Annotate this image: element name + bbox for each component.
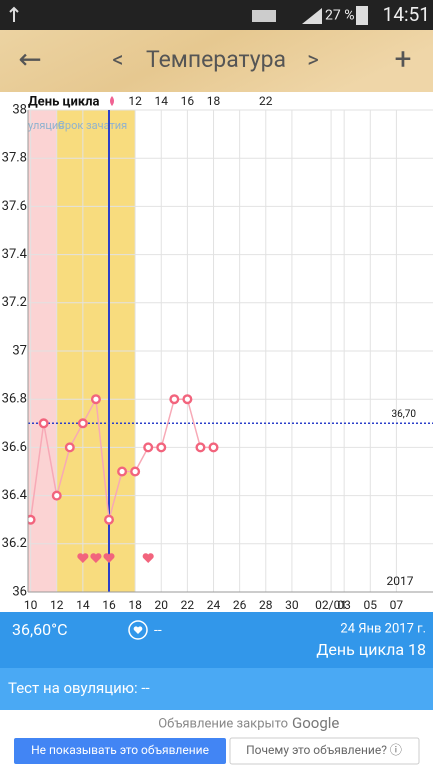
x-tick-label: 26: [233, 598, 247, 612]
y-tick-label: 36.2: [2, 536, 27, 551]
temperature-point: [130, 466, 141, 477]
y-tick-label: 37.4: [2, 247, 28, 262]
axes: 36 36.2 36.4 36.6 36.8 37 37.2 37.4 37.6 37.8 38 10…: [2, 94, 433, 612]
x-tick-label: 10: [24, 598, 38, 612]
temperature-point: [143, 442, 154, 453]
temperature-point: [156, 442, 167, 453]
back-button[interactable]: ←: [18, 42, 41, 75]
temperature-point: [117, 466, 128, 477]
temperature-point: [64, 442, 75, 453]
temperature-point: [28, 514, 36, 525]
heart: [90, 553, 102, 563]
y-tick-label: 37: [12, 343, 27, 358]
cycle-day-tick: 22: [259, 94, 273, 108]
prev-button[interactable]: <: [112, 48, 123, 73]
why-ad-button[interactable]: [229, 737, 420, 765]
status-bar: [0, 0, 433, 30]
x-tick-label: 24: [207, 598, 221, 612]
y-tick-label: 37.8: [2, 151, 27, 166]
y-tick-label: 36.8: [2, 392, 27, 407]
x-tick-label: 07: [390, 598, 404, 612]
x-tick-label: 30: [285, 598, 299, 612]
x-tick-label: 22: [181, 598, 195, 612]
ovulation-test-bar[interactable]: [0, 668, 433, 710]
ad-closed: Объявление закрыто: [158, 716, 288, 731]
top-axis-label: День цикла: [28, 94, 100, 109]
x-tick-label: 28: [259, 598, 273, 612]
reference-label: 36,70: [392, 409, 417, 420]
temperature-point: [38, 418, 49, 429]
y-tick-label: 36: [12, 584, 27, 599]
x-tick-label: 16: [102, 598, 116, 612]
hide-ad-label: Не показывать это объявление: [31, 743, 209, 757]
fertile-label: Срок зачатия: [58, 119, 127, 132]
usb-icon: [9, 6, 19, 22]
heart: [103, 553, 115, 563]
header: [0, 30, 433, 92]
cycle-day-tick: 14: [155, 94, 169, 108]
heart: [142, 553, 154, 563]
x-tick-label: 20: [155, 598, 169, 612]
temperature-point: [182, 394, 193, 405]
header-title: Температура: [146, 46, 286, 73]
next-button[interactable]: >: [307, 48, 319, 73]
cycle-day-tick: 16: [181, 94, 195, 108]
ad-brand: Google: [292, 714, 339, 732]
heart-button[interactable]: [128, 620, 148, 640]
y-tick-label: 38: [12, 102, 27, 117]
y-tick-label: 36.4: [2, 488, 28, 503]
y-tick-label: 37.2: [2, 295, 27, 310]
summary-bar: [0, 612, 433, 668]
x-tick-label: 18: [128, 598, 142, 612]
heart-icon: [133, 626, 143, 634]
note: --: [154, 623, 162, 639]
battery-icon: [356, 6, 368, 25]
x-tick-label: 14: [76, 598, 90, 612]
cycle-day-tick: 18: [207, 94, 221, 108]
x-tick-label: 12: [50, 598, 64, 612]
temperature-point: [169, 394, 180, 405]
why-ad-label: Почему это объявление? ⓘ: [246, 743, 402, 757]
temperature-point: [51, 490, 62, 501]
period-label: уляция: [28, 119, 64, 132]
drop-icon: [110, 96, 114, 106]
cycle-day: День цикла 18: [316, 640, 426, 659]
hide-ad-button[interactable]: [14, 738, 226, 764]
x-tick-label: 05: [364, 598, 378, 612]
year-label: 2017: [387, 574, 414, 588]
x-tick-label: 02/01: [315, 598, 347, 612]
clock: 14:51: [383, 3, 430, 26]
battery-text: 27 %: [325, 8, 354, 24]
temperature-point: [195, 442, 206, 453]
date: 24 Янв 2017 г.: [340, 621, 426, 636]
temperature-point: [208, 442, 219, 453]
temperature-point: [103, 514, 114, 525]
ovulation-test: Тест на овуляцию: --: [8, 679, 150, 697]
x-tick-label: 03: [337, 598, 351, 612]
y-tick-label: 37.6: [2, 199, 27, 214]
signal-icon: [302, 8, 322, 24]
y-tick-label: 36.6: [2, 440, 27, 455]
temperature-point: [77, 418, 88, 429]
add-button[interactable]: +: [394, 42, 411, 77]
status-icons: [252, 10, 276, 22]
cycle-day-tick: 12: [128, 94, 142, 108]
heart: [77, 553, 89, 563]
temperature: 36,60°C: [12, 620, 68, 639]
temperature-point: [90, 394, 101, 405]
